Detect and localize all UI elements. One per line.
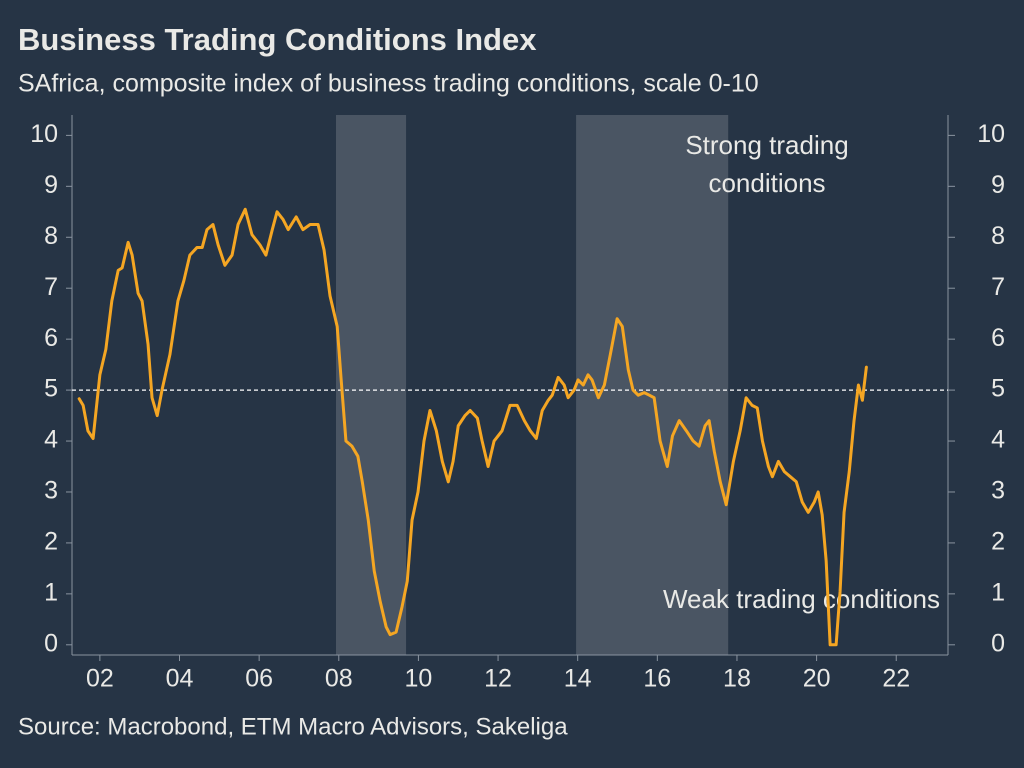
axes: [71, 115, 949, 656]
source-note: Source: Macrobond, ETM Macro Advisors, S…: [18, 713, 568, 740]
y2-tick-label: 10: [977, 120, 1005, 148]
x-tick-label: 16: [643, 665, 671, 693]
shaded-regions: [335, 115, 729, 655]
annotation-strong: Strong trading: [685, 130, 848, 160]
x-tick-label: 14: [564, 665, 592, 693]
y-tick-label: 7: [44, 273, 58, 301]
y2-tick-label: 2: [991, 528, 1005, 556]
y-tick-label: 2: [44, 528, 58, 556]
y-tick-label: 5: [44, 375, 58, 403]
y-tick-label: 0: [44, 629, 58, 657]
recession-shade: [335, 115, 407, 655]
y2-tick-label: 4: [991, 426, 1005, 454]
series-line: [77, 207, 868, 647]
annotation-strong: conditions: [708, 168, 825, 198]
x-tick-label: 12: [484, 665, 512, 693]
chart-subtitle: SAfrica, composite index of business tra…: [18, 70, 759, 98]
chart-title: Business Trading Conditions Index: [18, 22, 537, 57]
y2-tick-label: 5: [991, 375, 1005, 403]
x-tick-label: 18: [723, 665, 751, 693]
y2-tick-label: 3: [991, 477, 1005, 505]
y2-tick-label: 9: [991, 171, 1005, 199]
y-tick-label: 9: [44, 171, 58, 199]
y2-tick-label: 6: [991, 324, 1005, 352]
x-tick-label: 06: [245, 665, 273, 693]
y-tick-label: 1: [44, 578, 58, 606]
recession-shade: [576, 115, 729, 655]
y-tick-label: 4: [44, 426, 58, 454]
x-tick-label: 02: [86, 665, 114, 693]
x-tick-label: 20: [803, 665, 831, 693]
y-tick-label: 3: [44, 477, 58, 505]
y-tick-label: 8: [44, 222, 58, 250]
y2-tick-label: 7: [991, 273, 1005, 301]
x-tick-label: 10: [405, 665, 433, 693]
annotation-weak: Weak trading conditions: [663, 584, 940, 614]
y2-tick-label: 1: [991, 578, 1005, 606]
y-tick-label: 10: [30, 120, 58, 148]
x-tick-label: 22: [882, 665, 910, 693]
x-tick-label: 04: [166, 665, 194, 693]
x-tick-label: 08: [325, 665, 353, 693]
y-tick-label: 6: [44, 324, 58, 352]
y2-tick-label: 0: [991, 629, 1005, 657]
y2-tick-label: 8: [991, 222, 1005, 250]
